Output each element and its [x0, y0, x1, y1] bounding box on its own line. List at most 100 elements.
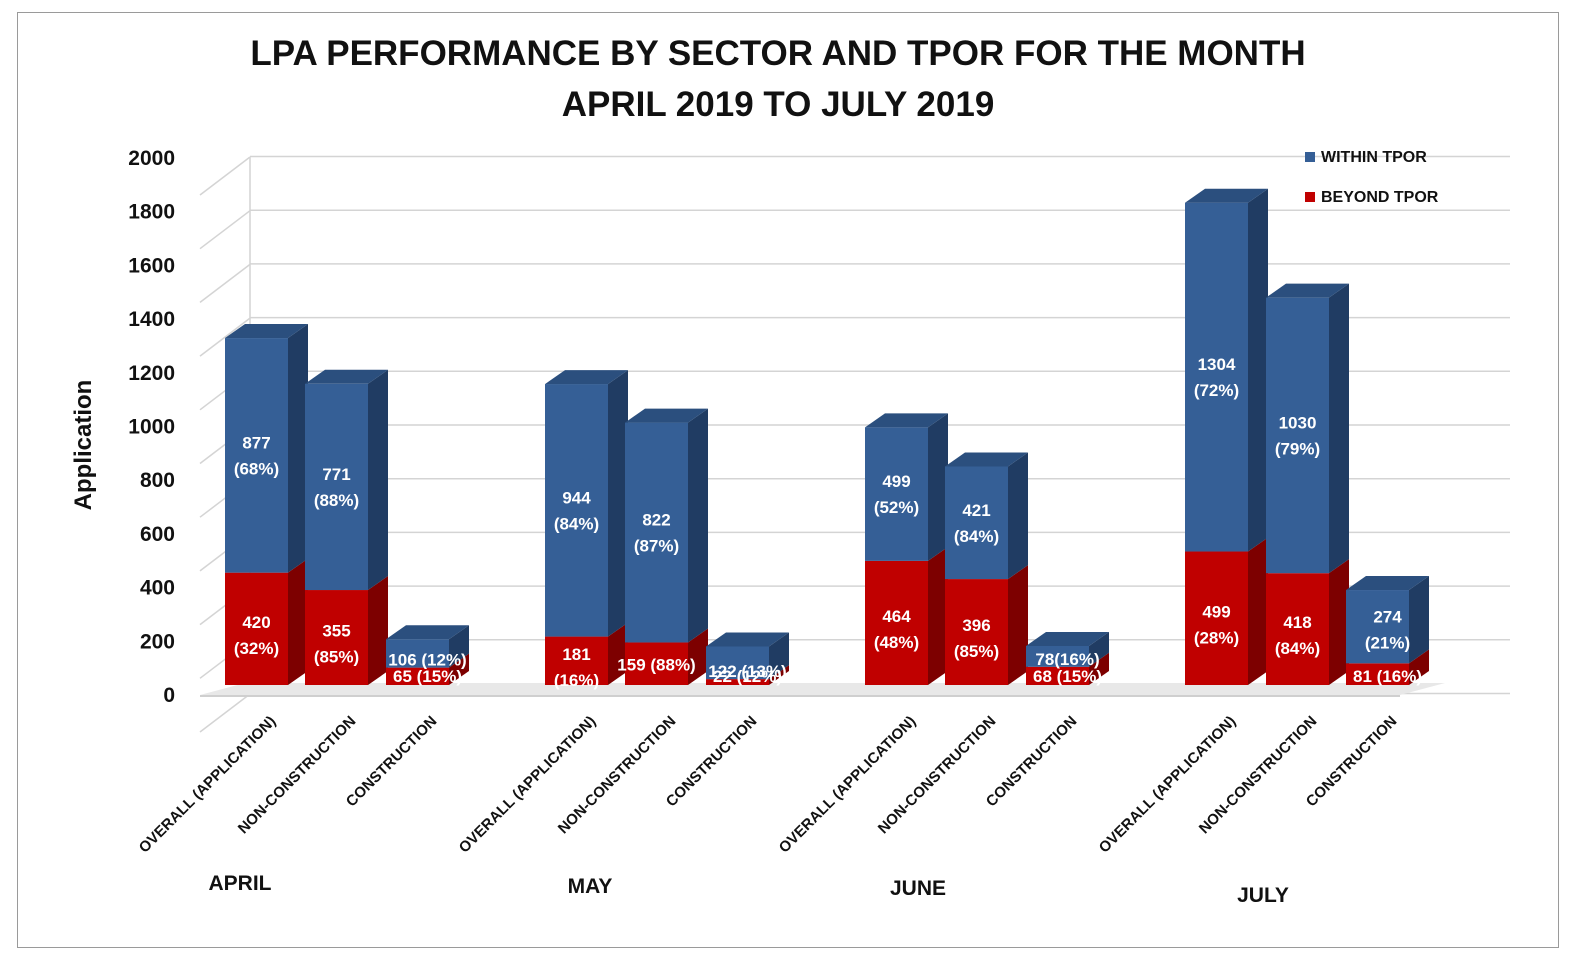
- bar-segment-beyond-june-non-construction-side: [1008, 565, 1028, 685]
- legend-swatch-beyond: [1305, 192, 1315, 202]
- bar-segment-within-may-non-construction-front: [625, 422, 688, 643]
- bar-segment-within-april-construction-side: [449, 625, 469, 668]
- bar-segment-within-july-construction-top: [1346, 576, 1429, 591]
- data-label-beyond-may-overall-application: 181 (16%): [554, 645, 599, 690]
- bar-segment-beyond-may-overall-application-front: [545, 636, 608, 685]
- data-label-within-april-overall-application-line-1: 877: [242, 433, 270, 452]
- data-label-within-june-overall-application-line-1: 499: [882, 472, 910, 491]
- gridline-diag-2000: [199, 156, 251, 196]
- bar-april-construction: [386, 625, 469, 685]
- category-label-june-construction: CONSTRUCTION: [983, 713, 1080, 810]
- gridline-diag-1600: [199, 263, 251, 303]
- bar-may-overall-application: [545, 370, 628, 685]
- bar-segment-within-june-overall-application-side: [928, 413, 948, 561]
- bar-segment-beyond-june-construction-front: [1026, 666, 1089, 685]
- bar-segment-within-june-overall-application-front: [865, 427, 928, 561]
- data-label-beyond-april-non-construction-line-1: 355: [322, 622, 350, 641]
- bar-segment-within-may-construction-side: [769, 632, 789, 680]
- data-label-beyond-april-overall-application-line-2: (32%): [234, 639, 279, 658]
- bar-july-non-construction: [1266, 283, 1349, 685]
- y-tick-0: 0: [163, 684, 175, 707]
- data-label-beyond-june-non-construction-line-1: 396: [962, 616, 990, 635]
- y-tick-800: 800: [140, 469, 175, 492]
- y-tick-1200: 1200: [128, 362, 175, 385]
- y-axis-label: Application: [70, 380, 97, 511]
- y-tick-400: 400: [140, 577, 175, 600]
- month-label-may: MAY: [568, 875, 613, 898]
- data-label-beyond-april-overall-application: 420 (32%): [234, 613, 279, 658]
- bar-segment-beyond-july-overall-application-front: [1185, 551, 1248, 685]
- data-label-within-july-construction-line-1: 274: [1373, 608, 1402, 627]
- bar-segment-beyond-july-overall-application-side: [1248, 537, 1268, 685]
- data-label-beyond-april-overall-application-line-1: 420: [242, 613, 270, 632]
- data-label-within-april-non-construction-line-1: 771: [322, 465, 350, 484]
- bar-segment-beyond-april-construction-front: [386, 667, 449, 685]
- data-label-within-may-overall-application-line-1: 944: [562, 488, 591, 507]
- legend-label-beyond: BEYOND TPOR: [1321, 189, 1439, 206]
- bar-july-overall-application: [1185, 188, 1268, 685]
- bar-segment-beyond-may-construction-side: [769, 665, 789, 685]
- data-label-within-april-overall-application-line-2: (68%): [234, 459, 279, 478]
- bar-segment-within-july-construction-front: [1346, 590, 1409, 664]
- data-label-beyond-april-non-construction-line-2: (85%): [314, 648, 359, 667]
- data-label-beyond-july-non-construction-line-2: (84%): [1275, 639, 1320, 658]
- bar-june-overall-application: [865, 413, 948, 685]
- gridline-diag-1800: [199, 210, 251, 250]
- bar-segment-within-july-overall-application-top: [1185, 188, 1268, 203]
- category-label-may-construction: CONSTRUCTION: [663, 713, 760, 810]
- bar-segment-beyond-april-non-construction-side: [368, 576, 388, 685]
- data-label-within-may-non-construction: 822 (87%): [634, 511, 679, 556]
- data-label-beyond-july-overall-application-line-1: 499: [1202, 602, 1230, 621]
- data-label-within-may-overall-application: 944 (84%): [554, 488, 599, 533]
- chart-title-line-2: APRIL 2019 TO JULY 2019: [562, 85, 995, 124]
- bars-layer: [225, 188, 1429, 685]
- legend-label-within: WITHIN TPOR: [1321, 149, 1427, 166]
- data-label-within-july-non-construction: 1030 (79%): [1275, 413, 1320, 458]
- data-label-beyond-july-construction: 81 (16%): [1353, 667, 1422, 686]
- data-label-within-june-non-construction-line-2: (84%): [954, 527, 999, 546]
- bar-july-construction: [1346, 576, 1429, 685]
- bar-segment-within-june-overall-application-top: [865, 413, 948, 428]
- bar-segment-within-july-non-construction-front: [1266, 297, 1329, 574]
- y-tick-1800: 1800: [128, 201, 175, 224]
- bar-segment-beyond-may-non-construction-front: [625, 642, 688, 685]
- bar-segment-beyond-june-construction-side: [1089, 652, 1109, 685]
- data-label-beyond-june-non-construction: 396 (85%): [954, 616, 999, 661]
- category-label-may-overall-application: OVERALL (APPLICATION): [456, 713, 600, 857]
- data-label-within-april-overall-application: 877 (68%): [234, 433, 279, 478]
- bar-segment-within-april-overall-application-top: [225, 324, 308, 339]
- bar-segment-beyond-may-overall-application-side: [608, 622, 628, 685]
- category-label-april-overall-application: OVERALL (APPLICATION): [136, 713, 280, 857]
- data-label-beyond-may-overall-application-line-1: 181: [562, 645, 590, 664]
- legend: WITHIN TPOR BEYOND TPOR: [1305, 149, 1439, 206]
- data-label-within-july-construction-line-2: (21%): [1365, 634, 1410, 653]
- data-label-within-may-non-construction-line-1: 822: [642, 511, 670, 530]
- bar-june-construction: [1026, 631, 1109, 685]
- data-label-beyond-july-overall-application-line-2: (28%): [1194, 628, 1239, 647]
- data-label-within-june-non-construction: 421 (84%): [954, 501, 999, 546]
- data-label-within-june-non-construction-line-1: 421: [962, 501, 990, 520]
- data-label-within-july-overall-application-line-1: 1304: [1198, 355, 1236, 374]
- data-label-within-may-overall-application-line-2: (84%): [554, 514, 599, 533]
- bar-segment-within-june-construction-side: [1089, 631, 1109, 667]
- y-tick-1400: 1400: [128, 308, 175, 331]
- data-label-beyond-june-construction: 68 (15%): [1033, 667, 1102, 686]
- data-label-within-april-non-construction-line-2: (88%): [314, 491, 359, 510]
- data-label-within-july-overall-application: 1304 (72%): [1194, 355, 1239, 400]
- bar-segment-within-may-overall-application-top: [545, 370, 628, 385]
- data-label-beyond-june-non-construction-line-2: (85%): [954, 642, 999, 661]
- gridline-diag-0: [199, 693, 251, 733]
- bar-segment-within-may-non-construction-side: [688, 408, 708, 643]
- bar-segment-within-july-overall-application-front: [1185, 202, 1248, 552]
- bar-segment-within-april-overall-application-front: [225, 338, 288, 573]
- data-label-within-may-non-construction-line-2: (87%): [634, 537, 679, 556]
- y-tick-2000: 2000: [128, 147, 175, 170]
- data-label-beyond-june-overall-application: 464 (48%): [874, 607, 919, 652]
- bar-segment-beyond-july-construction-side: [1409, 649, 1429, 685]
- bar-segment-within-may-construction-top: [706, 632, 789, 647]
- category-label-april-construction: CONSTRUCTION: [343, 713, 440, 810]
- bar-segment-within-april-non-construction-top: [305, 369, 388, 384]
- data-label-beyond-april-non-construction: 355 (85%): [314, 622, 359, 667]
- x-axis-categories: OVERALL (APPLICATION)NON-CONSTRUCTIONCON…: [136, 713, 1401, 857]
- bar-segment-beyond-july-construction-front: [1346, 663, 1409, 685]
